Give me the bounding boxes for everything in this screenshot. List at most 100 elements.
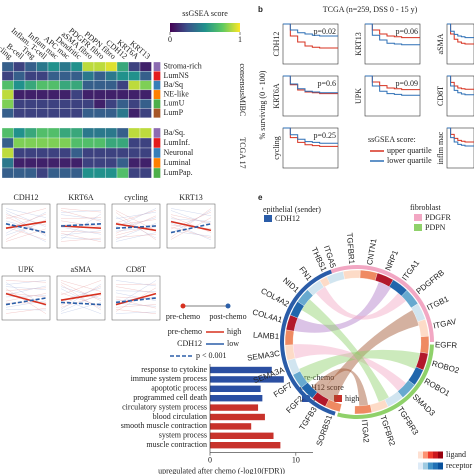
sector-arc <box>280 269 336 416</box>
gene-label: NRP1 <box>383 248 400 272</box>
background-trace <box>115 212 157 241</box>
heatmap-cell <box>116 137 129 149</box>
background-trace <box>5 307 47 314</box>
background-trace <box>5 280 47 283</box>
legend-title: epithelial (sender) <box>263 205 321 214</box>
heatmap-cell <box>70 137 83 149</box>
bar <box>210 432 274 439</box>
gene-label: ITGAV <box>432 317 457 331</box>
heatmap-cell <box>24 147 37 159</box>
trend-line <box>170 220 212 232</box>
legend-swatch <box>428 462 433 470</box>
background-trace <box>170 214 212 224</box>
legend-swatch <box>418 451 423 459</box>
trend-line <box>60 223 102 227</box>
category-label: programmed cell death <box>133 393 207 402</box>
heatmap-cell <box>139 61 152 72</box>
gene-label: ITGA2 <box>360 419 371 443</box>
background-trace <box>170 230 212 237</box>
background-trace <box>170 226 212 239</box>
legend-label: low <box>227 339 239 348</box>
legend-swatch <box>438 462 443 470</box>
p-value: p=0.6 <box>317 79 336 88</box>
background-trace <box>5 210 47 228</box>
survival-curve <box>283 23 338 37</box>
heatmap-cell <box>13 167 26 179</box>
background-trace <box>5 208 47 219</box>
heatmap-cell <box>93 89 106 100</box>
background-trace <box>60 214 102 220</box>
bar <box>210 395 263 402</box>
legend-swatch <box>414 224 422 231</box>
row-label: Ba/Sq. <box>164 128 186 137</box>
background-trace <box>115 309 157 314</box>
heatmap-cell <box>13 157 26 169</box>
heatmap-cell <box>13 147 26 159</box>
heatmap-cell <box>139 127 152 139</box>
heatmap-cell <box>1 99 14 109</box>
background-trace <box>115 232 157 242</box>
gene-label: COL4A1 <box>251 308 284 325</box>
heatmap-cell <box>128 71 141 81</box>
legend-label: pre-chemo <box>166 312 200 321</box>
bar <box>210 442 281 449</box>
gene-label: NID1 <box>281 276 301 295</box>
gene-label: CNTN1 <box>365 237 378 265</box>
legend-title: CDH12 score <box>300 383 344 392</box>
heatmap-cell <box>47 80 60 91</box>
heatmap-cell <box>47 61 60 72</box>
heatmap-cell <box>116 71 129 81</box>
heatmap-cell <box>93 99 106 109</box>
legend-swatch <box>264 215 272 222</box>
heatmap-cell <box>116 89 129 100</box>
heatmap-cell <box>36 89 49 100</box>
heatmap-cell <box>128 137 141 149</box>
bar <box>210 366 272 374</box>
heatmap-cell <box>59 108 72 118</box>
heatmap-cell <box>128 147 141 159</box>
background-trace <box>170 210 212 226</box>
heatmap-cell <box>59 137 72 149</box>
category-label: smooth muscle contraction <box>121 421 207 430</box>
plot-frame <box>446 127 474 169</box>
survival-curve <box>365 75 420 96</box>
heatmap-cell <box>59 80 72 91</box>
gene-label: TGFB3 <box>297 405 319 432</box>
heatmap-cell <box>116 99 129 109</box>
heatmap-cell <box>70 61 83 72</box>
heatmap-cell <box>70 167 83 179</box>
heatmap-cell <box>128 99 141 109</box>
gene-label: SMAD3 <box>411 392 438 418</box>
legend-swatch <box>438 451 443 459</box>
background-trace <box>60 220 102 228</box>
heatmap-cell <box>13 137 26 149</box>
heatmap-cell <box>139 99 152 109</box>
heatmap-cell <box>47 127 60 139</box>
background-trace <box>115 219 157 226</box>
panel-label: UPK <box>354 88 363 104</box>
trend-line <box>115 297 157 304</box>
heatmap-cell <box>105 99 118 109</box>
heatmap-cell <box>82 137 95 149</box>
plot-frame <box>1 203 51 249</box>
heatmap-cell <box>59 89 72 100</box>
survival-curve <box>283 75 338 95</box>
heatmap-cell <box>82 157 95 169</box>
legend-swatch <box>225 303 231 309</box>
group-title: TCGA 17 <box>238 137 247 168</box>
background-trace <box>60 233 102 242</box>
heatmap-cell <box>82 80 95 91</box>
legend-swatch <box>428 451 433 459</box>
legend-title: pre-chemo <box>300 373 334 382</box>
heatmap-cell <box>13 99 26 109</box>
heatmap-cell <box>36 99 49 109</box>
ring-segment <box>342 269 361 280</box>
heatmap-cell <box>82 127 95 139</box>
bar <box>210 376 284 383</box>
heatmap-cell <box>59 99 72 109</box>
background-trace <box>115 234 157 238</box>
panel-label: CDH12 <box>272 32 281 57</box>
background-trace <box>115 210 157 231</box>
chord-ribbon <box>315 286 407 320</box>
heatmap-cell <box>82 108 95 118</box>
